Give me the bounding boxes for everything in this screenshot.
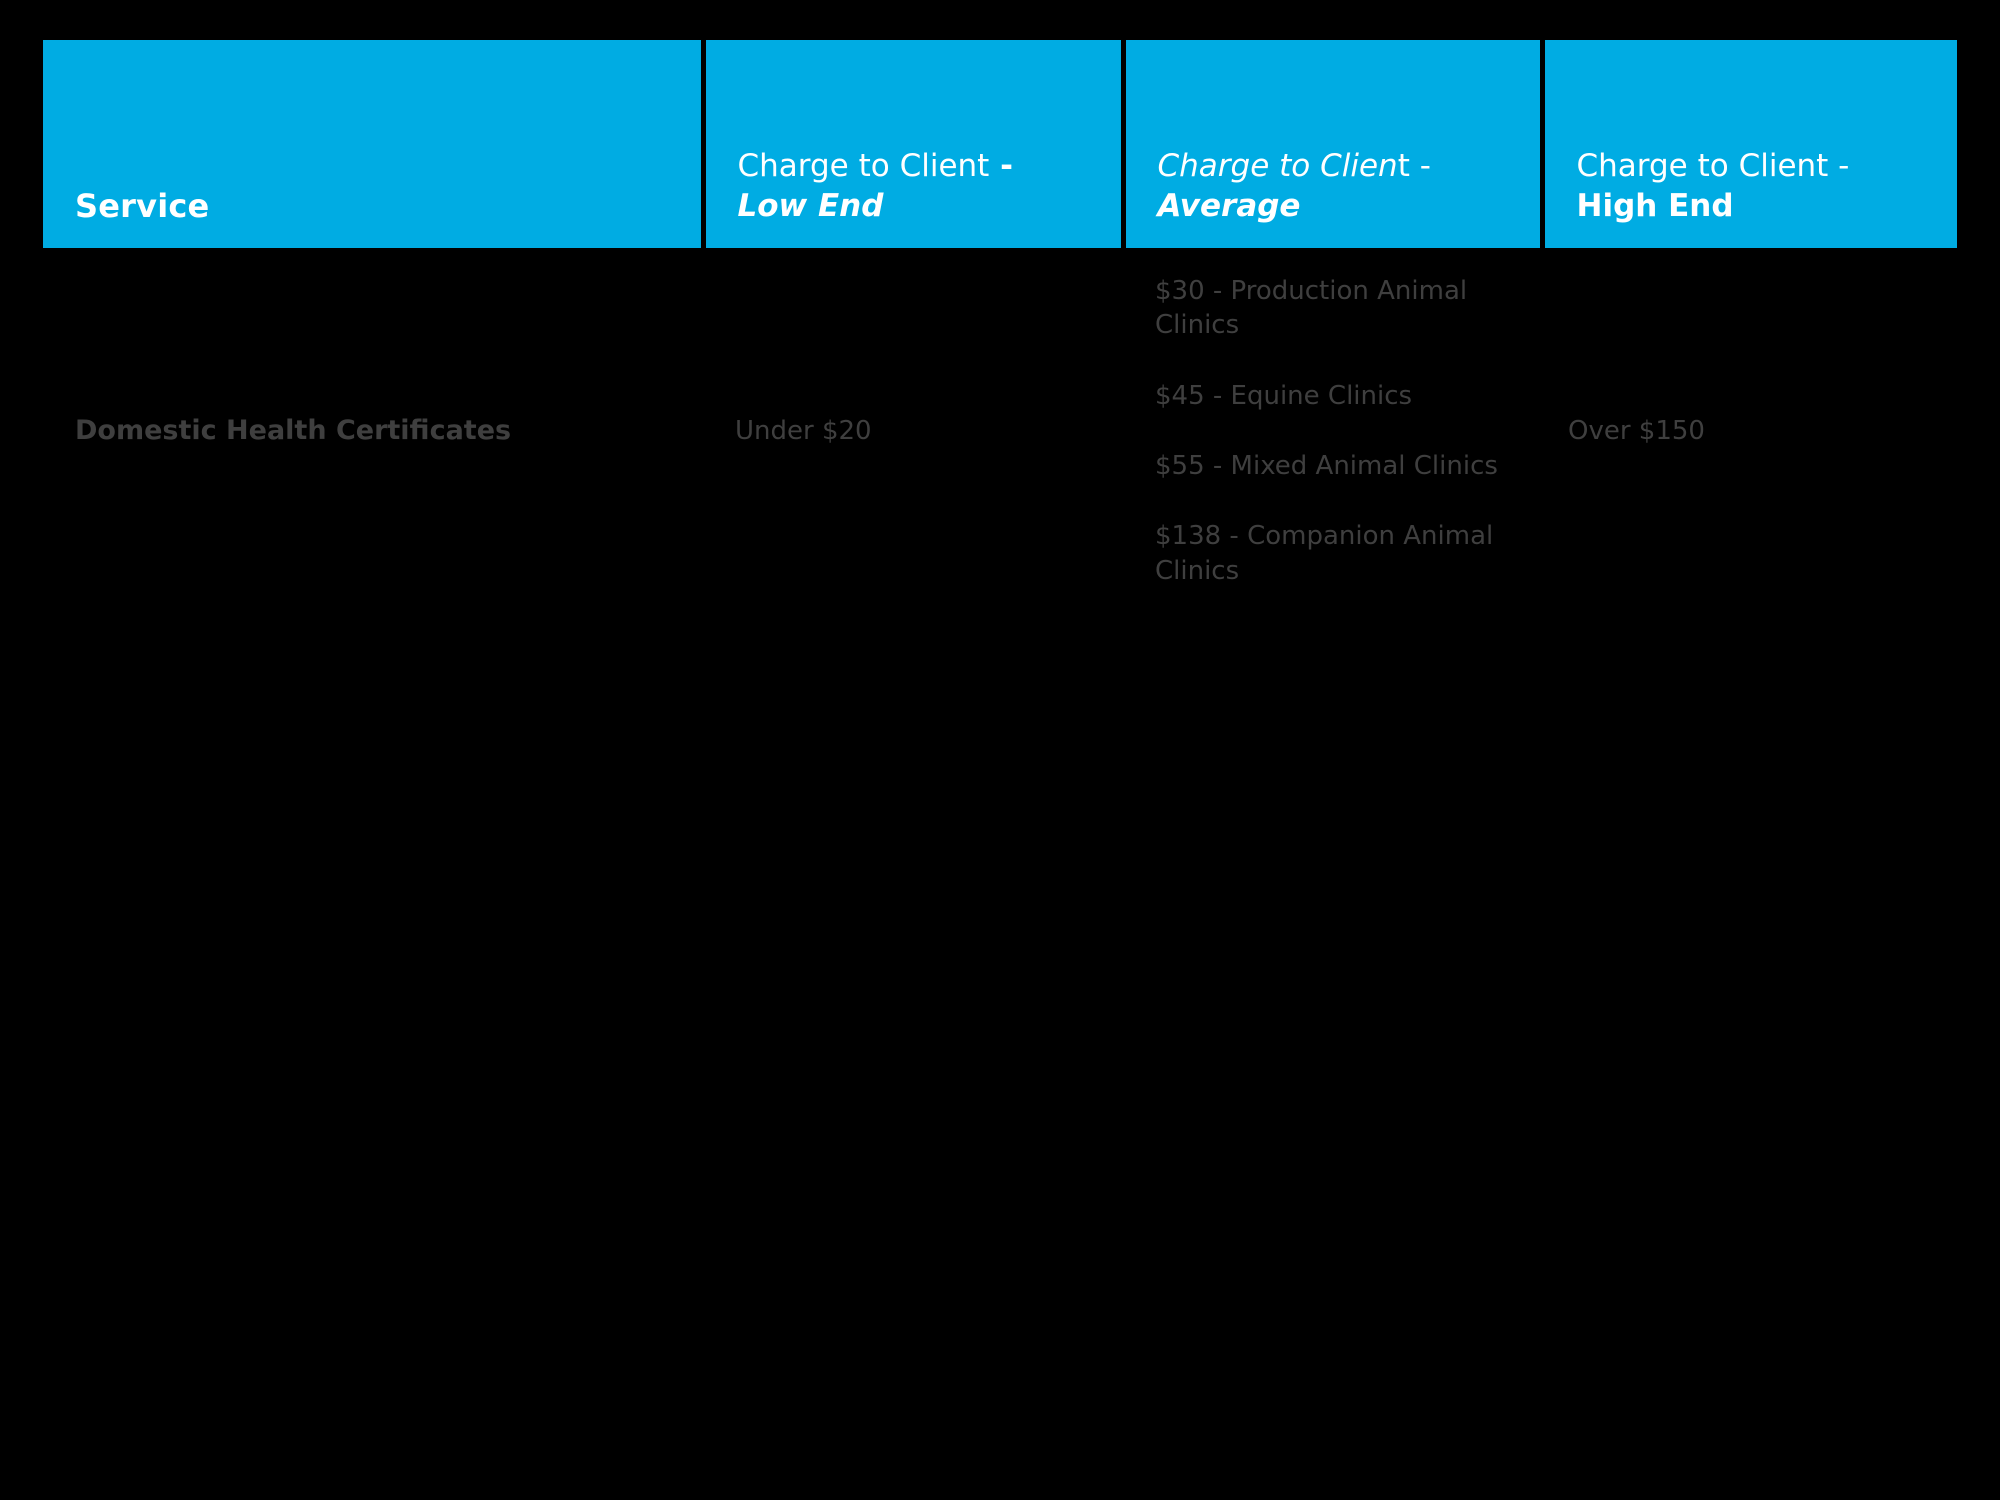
column-header-high-end-emphasis: High End xyxy=(1576,188,1734,225)
column-header-low-end-emphasis: Low End xyxy=(737,188,884,225)
column-header-service: Service xyxy=(43,40,706,248)
column-header-low-end-prefix: Charge to Client - xyxy=(738,148,1014,184)
column-header-low-end-prefix-text: Charge to Client xyxy=(737,148,990,185)
column-header-service-label: Service xyxy=(75,186,210,225)
column-header-high-end: Charge to Client - High End xyxy=(1542,40,1957,248)
table-header: Service Charge to Client - Low End Charg… xyxy=(43,40,1957,248)
list-item: $55 - Mixed Animal Clinics xyxy=(1155,450,1498,481)
column-header-average-prefix: Charge to Client - xyxy=(1158,148,1431,184)
high-end-value: Over $150 xyxy=(1568,415,1705,446)
column-header-high-end-prefix: Charge to Client - xyxy=(1577,148,1850,184)
column-header-average-prefix-text: Charge to Clien xyxy=(1157,148,1398,185)
cell-low-end: Under $20 xyxy=(703,248,1123,614)
column-header-high-end-prefix-text: Charge to Client xyxy=(1576,148,1829,185)
list-item: $30 - Production Animal Clinics xyxy=(1155,276,1468,341)
table-row: Domestic Health Certificates Under $20 $… xyxy=(43,248,1957,614)
cell-average: $30 - Production Animal Clinics $45 - Eq… xyxy=(1123,248,1542,614)
column-header-low-end-separator: - xyxy=(989,148,1013,185)
column-header-average-separator: t - xyxy=(1397,148,1431,185)
service-name-label: Domestic Health Certificates xyxy=(75,415,512,447)
column-header-low-end: Charge to Client - Low End xyxy=(703,40,1126,248)
column-header-high-end-separator: - xyxy=(1828,148,1850,185)
pricing-table: Service Charge to Client - Low End Charg… xyxy=(43,40,1957,614)
table-body: Domestic Health Certificates Under $20 $… xyxy=(43,248,1957,614)
low-end-value: Under $20 xyxy=(735,415,872,446)
average-value-list: $30 - Production Animal Clinics $45 - Eq… xyxy=(1155,274,1516,588)
table-header-row: Service Charge to Client - Low End Charg… xyxy=(43,40,1957,248)
cell-high-end: Over $150 xyxy=(1542,248,1957,614)
list-item: $138 - Companion Animal Clinics xyxy=(1155,521,1494,586)
list-item: $45 - Equine Clinics xyxy=(1155,380,1413,411)
cell-service: Domestic Health Certificates xyxy=(43,248,703,614)
column-header-average-emphasis: Average xyxy=(1157,188,1301,225)
column-header-average: Charge to Client - Average xyxy=(1123,40,1545,248)
